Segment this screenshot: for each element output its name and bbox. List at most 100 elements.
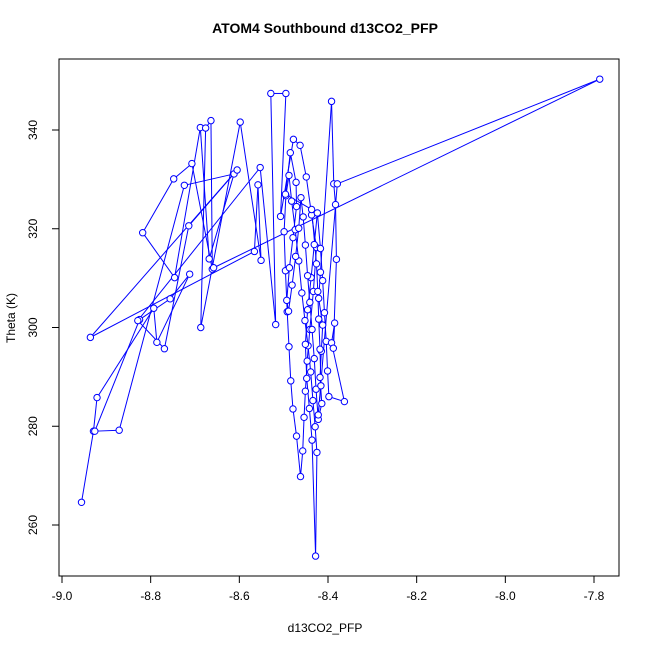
data-point	[314, 294, 323, 303]
series-segment	[311, 329, 315, 359]
series-segment	[253, 184, 259, 252]
series-segment	[169, 273, 191, 300]
data-point	[311, 552, 320, 560]
series-segment	[200, 128, 207, 328]
data-point	[301, 387, 310, 395]
series-segment	[96, 307, 155, 398]
series-segment	[332, 259, 337, 349]
series-segment	[286, 267, 290, 301]
y-axis: 260 280 300 320 340	[26, 120, 59, 535]
data-point	[306, 298, 314, 307]
data-point	[185, 222, 193, 230]
series-segment	[298, 260, 303, 293]
data-point	[330, 319, 339, 327]
series-segment	[200, 122, 241, 328]
data-point	[295, 224, 303, 232]
series-segment	[283, 231, 286, 271]
series-segment	[210, 120, 213, 270]
data-point	[77, 498, 86, 506]
data-point	[287, 377, 295, 385]
series-segment	[310, 244, 315, 278]
series-segment	[288, 237, 294, 268]
series-segment	[142, 232, 176, 278]
x-tick-label: -8.2	[406, 589, 427, 603]
data-point	[314, 411, 322, 419]
data-point	[301, 316, 309, 325]
series-segment	[311, 440, 317, 557]
data-point	[153, 338, 161, 347]
x-tick-label: -8.4	[318, 589, 339, 603]
series-segment	[270, 93, 277, 325]
series-segment	[280, 93, 287, 217]
data-point	[296, 472, 305, 481]
data-point	[280, 228, 288, 236]
series-segment	[319, 101, 333, 273]
data-point	[318, 276, 327, 285]
series-segment	[299, 145, 307, 178]
data-point	[180, 181, 189, 190]
data-point	[93, 393, 101, 402]
series-segment	[289, 152, 297, 183]
series-segment	[153, 308, 158, 343]
data-point	[301, 340, 310, 348]
data-point	[318, 399, 326, 408]
data-point	[150, 304, 158, 312]
data-point	[292, 432, 301, 440]
series-segment	[314, 426, 318, 453]
data-point	[313, 209, 322, 217]
data-point	[320, 308, 329, 317]
data-point	[289, 405, 297, 413]
series-segment	[288, 346, 292, 381]
series-segment	[309, 302, 313, 330]
data-point	[299, 213, 307, 221]
data-point	[91, 427, 99, 435]
data-point	[325, 392, 333, 401]
data-point	[288, 281, 296, 289]
data-point	[257, 256, 265, 265]
data-point	[233, 166, 241, 174]
series-segment	[325, 341, 329, 371]
data-point	[300, 413, 308, 422]
series-segment	[313, 212, 318, 245]
series-segment	[94, 429, 120, 432]
series-segment	[257, 184, 262, 261]
data-point	[310, 354, 318, 363]
data-point	[314, 287, 322, 296]
data-point	[291, 252, 300, 261]
data-point	[298, 289, 306, 297]
series-segment	[199, 127, 210, 259]
series-segment	[291, 256, 297, 286]
data-point	[276, 212, 285, 221]
data-point	[299, 447, 307, 455]
series-segment	[283, 195, 287, 232]
data-point	[309, 396, 317, 405]
data-point	[307, 368, 315, 376]
data-point	[302, 173, 310, 181]
series-segment	[300, 450, 304, 477]
y-tick-label: 260	[26, 515, 40, 535]
x-axis-label: d13CO2_PFP	[287, 621, 363, 635]
series-segment	[137, 167, 261, 321]
data-point	[166, 295, 174, 303]
data-point	[305, 404, 314, 413]
data-point	[310, 240, 318, 249]
series-segment	[191, 163, 213, 270]
series-segment	[312, 400, 316, 427]
data-point	[316, 373, 324, 382]
data-point	[311, 423, 319, 431]
data-point	[285, 171, 293, 180]
data-point	[188, 159, 196, 168]
data-point	[86, 333, 95, 342]
series-segment	[174, 127, 201, 278]
series-segment	[307, 275, 311, 303]
data-point	[317, 382, 325, 390]
data-point	[285, 264, 294, 272]
data-point	[303, 306, 312, 314]
data-point	[312, 385, 320, 393]
data-point	[236, 118, 244, 126]
series-segment	[286, 311, 290, 347]
data-point	[332, 255, 341, 264]
data-point	[287, 197, 296, 205]
data-point	[205, 255, 213, 263]
